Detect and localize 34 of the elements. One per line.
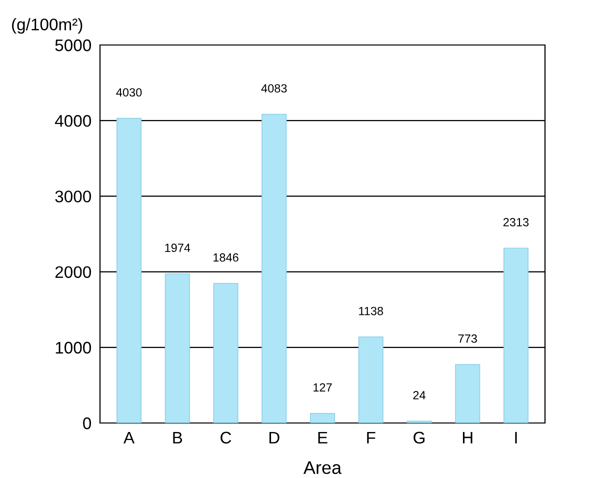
data-label: 24 [413,391,426,400]
data-label: 1846 [214,253,238,262]
x-tick-label: D [269,432,280,444]
y-tick-label: 2000 [55,266,92,278]
x-tick-label: F [367,432,376,444]
y-tick-label: 0 [83,417,92,430]
data-label: 1138 [359,306,384,316]
bar [455,364,480,423]
bar [503,248,528,423]
bar [116,118,142,423]
bar [358,336,384,423]
data-label: 127 [314,383,332,392]
x-tick-label: G [414,432,424,444]
bar [310,412,336,423]
bar [164,273,190,423]
y-tick-label: 1000 [56,342,92,354]
bar [262,114,287,423]
data-label: 4030 [116,88,142,97]
data-label: 773 [458,334,477,343]
data-label: 1974 [165,244,190,252]
y-tick-label: 4000 [54,115,92,127]
x-tick-label: C [220,432,232,444]
bar [213,283,238,423]
x-tick-label: I [515,432,517,444]
y-tick-label: 3000 [55,190,92,202]
data-label: 4083 [261,84,287,93]
data-label: 2313 [503,218,529,226]
x-tick-label: A [123,432,135,444]
x-tick-label: B [173,432,182,444]
x-tick-label: E [318,432,328,444]
x-tick-label: H [462,432,472,444]
y-tick-label: 5000 [55,39,92,52]
y-axis-title: (g/100m²) [12,18,82,34]
x-axis-title: Area [303,461,342,474]
